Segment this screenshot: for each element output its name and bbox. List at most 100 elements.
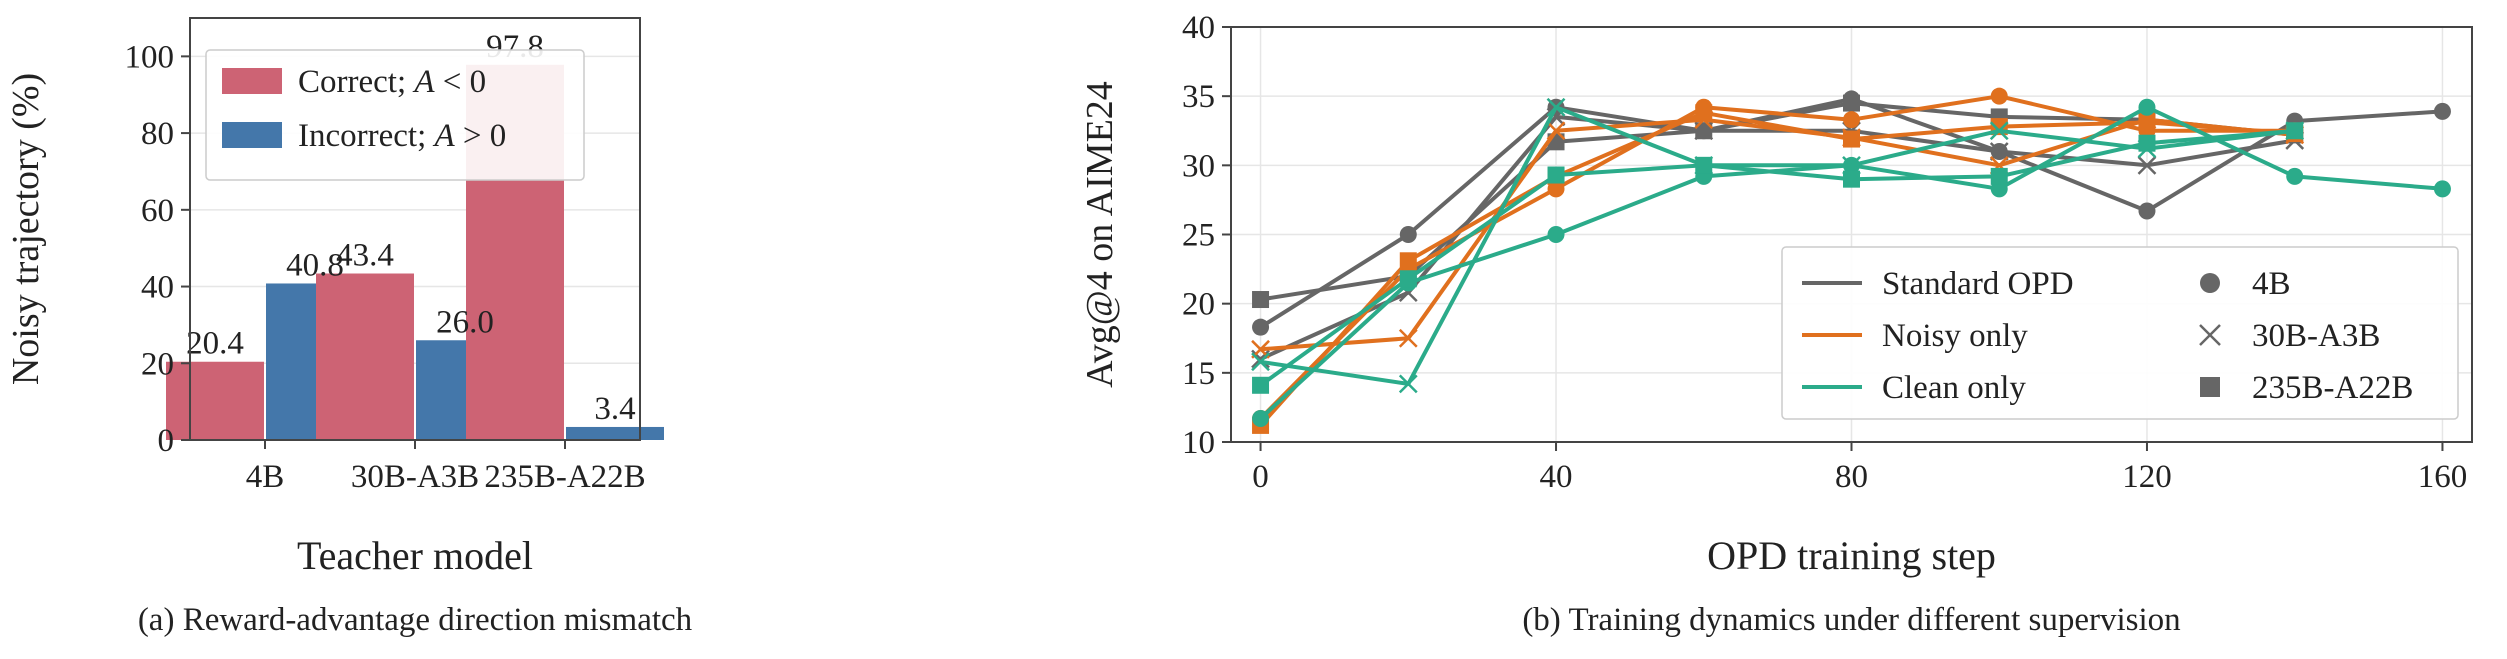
bar-chart-data-labels: 20.440.843.426.097.83.4: [186, 29, 636, 427]
point-marker: [1252, 409, 1270, 427]
bar-value-label: 26.0: [436, 304, 494, 340]
bar: [166, 361, 264, 440]
y-tick-label: 40: [1182, 10, 1215, 46]
bar-value-label: 20.4: [186, 326, 244, 362]
x-tick-label: 0: [1252, 459, 1269, 495]
y-tick-label: 20: [141, 346, 174, 382]
x-tick-label: 4B: [246, 459, 285, 495]
point-marker: [2138, 113, 2156, 131]
point-marker: [1990, 167, 2008, 185]
point-marker: [1547, 226, 1565, 243]
point-marker: [1252, 318, 1270, 336]
bar-chart-legend: Correct; A < 0 Incorrect; A > 0: [205, 49, 585, 181]
legend-swatch: [222, 122, 282, 148]
marker-stroke: [1546, 97, 1566, 117]
y-tick-label: 40: [141, 270, 174, 306]
line-chart-series: [1251, 87, 2451, 434]
y-tick-label: 30: [1182, 148, 1215, 184]
bar-chart-y-ticks: 0 20 40 60 80 100: [125, 39, 190, 459]
legend-label: Standard OPD: [1882, 266, 2074, 302]
legend-label: 4B: [2252, 266, 2291, 302]
point-marker: [2200, 273, 2220, 293]
y-tick-label: 35: [1182, 79, 1215, 115]
line-chart-panel: 10 15 20 25 30 35 40 0 40 80 120 160 Avg@4 on AIME…: [1079, 10, 2473, 638]
x-tick-label: 40: [1540, 459, 1573, 495]
legend-label: Noisy only: [1882, 318, 2028, 354]
point-marker: [2138, 202, 2156, 220]
point-marker: [1695, 156, 1713, 174]
legend-label: 235B-A22B: [2252, 370, 2413, 406]
point-marker: [2433, 180, 2451, 198]
legend-box: [205, 49, 585, 181]
line-chart-x-ticks: 0 40 80 120 160: [1252, 442, 2467, 495]
point-marker: [1843, 170, 1860, 188]
bar-value-label: 3.4: [594, 391, 635, 427]
marker-stroke: [1989, 121, 2009, 141]
point-marker: [2138, 98, 2156, 116]
y-tick-label: 100: [125, 39, 175, 75]
point-marker: [1546, 97, 1566, 117]
line-chart-caption: (b) Training dynamics under different su…: [1522, 602, 2180, 638]
point-marker: [1843, 130, 1860, 148]
point-marker: [1989, 121, 2009, 141]
marker-stroke: [1546, 121, 1566, 141]
legend-box: [1781, 246, 2459, 420]
y-tick-label: 15: [1182, 356, 1215, 392]
bar-chart-x-axis-label: Teacher model: [297, 533, 533, 578]
marker-stroke: [1398, 374, 1418, 394]
point-marker: [1546, 121, 1566, 141]
marker-stroke: [2199, 324, 2221, 346]
bar-chart-y-axis-label: Noisy trajectory (%): [5, 73, 47, 385]
point-marker: [2137, 155, 2157, 175]
x-tick-label: 120: [2122, 459, 2172, 495]
bar-value-label: 43.4: [336, 238, 394, 274]
y-tick-label: 20: [1182, 287, 1215, 323]
legend-label: Clean only: [1882, 370, 2026, 406]
point-marker: [1547, 166, 1565, 184]
line-chart-legend: Standard OPD Noisy only Clean only 4B 30B-A3…: [1781, 246, 2459, 420]
y-tick-label: 80: [141, 116, 174, 152]
x-tick-label: 30B-A3B: [351, 459, 479, 495]
point-marker: [2286, 122, 2304, 140]
point-marker: [1399, 226, 1417, 243]
bar: [316, 273, 414, 440]
line-chart-y-ticks: 10 15 20 25 30 35 40: [1182, 10, 1231, 461]
point-marker: [1252, 376, 1270, 394]
point-marker: [1989, 142, 2009, 161]
marker-stroke: [1989, 142, 2009, 161]
legend-label: 30B-A3B: [2252, 318, 2380, 354]
point-marker: [1252, 291, 1270, 309]
point-marker: [2286, 167, 2304, 185]
marker-stroke: [1398, 328, 1418, 348]
x-tick-label: 235B-A22B: [484, 459, 645, 495]
bar: [566, 426, 664, 440]
point-marker: [1399, 252, 1417, 270]
bar-value-label: 40.8: [286, 247, 344, 283]
point-marker: [1398, 328, 1418, 348]
bar-chart-x-ticks: 4B 30B-A3B 235B-A22B: [246, 440, 646, 495]
series-line: [1258, 117, 2297, 352]
point-marker: [2138, 134, 2156, 152]
line-chart-y-axis-label: Avg@4 on AIME24: [1079, 81, 1121, 388]
point-marker: [1695, 104, 1713, 122]
line-series: [1252, 122, 2304, 394]
y-tick-label: 0: [158, 423, 175, 459]
point-marker: [1990, 87, 2008, 105]
series-line: [1258, 128, 2297, 388]
marker-stroke: [2137, 155, 2157, 175]
point-marker: [1843, 94, 1860, 112]
bar-chart-caption: (a) Reward-advantage direction mismatch: [138, 602, 693, 638]
series-line: [1258, 105, 2297, 386]
y-tick-label: 10: [1182, 425, 1215, 461]
point-marker: [2433, 102, 2451, 120]
point-marker: [1251, 352, 1270, 372]
point-marker: [1695, 122, 1713, 140]
point-marker: [2200, 377, 2220, 397]
x-tick-label: 160: [2418, 459, 2468, 495]
point-marker: [1398, 374, 1418, 394]
legend-label: Incorrect; A > 0: [298, 118, 506, 154]
series-line: [1258, 110, 2297, 428]
legend-swatch: [222, 68, 282, 94]
